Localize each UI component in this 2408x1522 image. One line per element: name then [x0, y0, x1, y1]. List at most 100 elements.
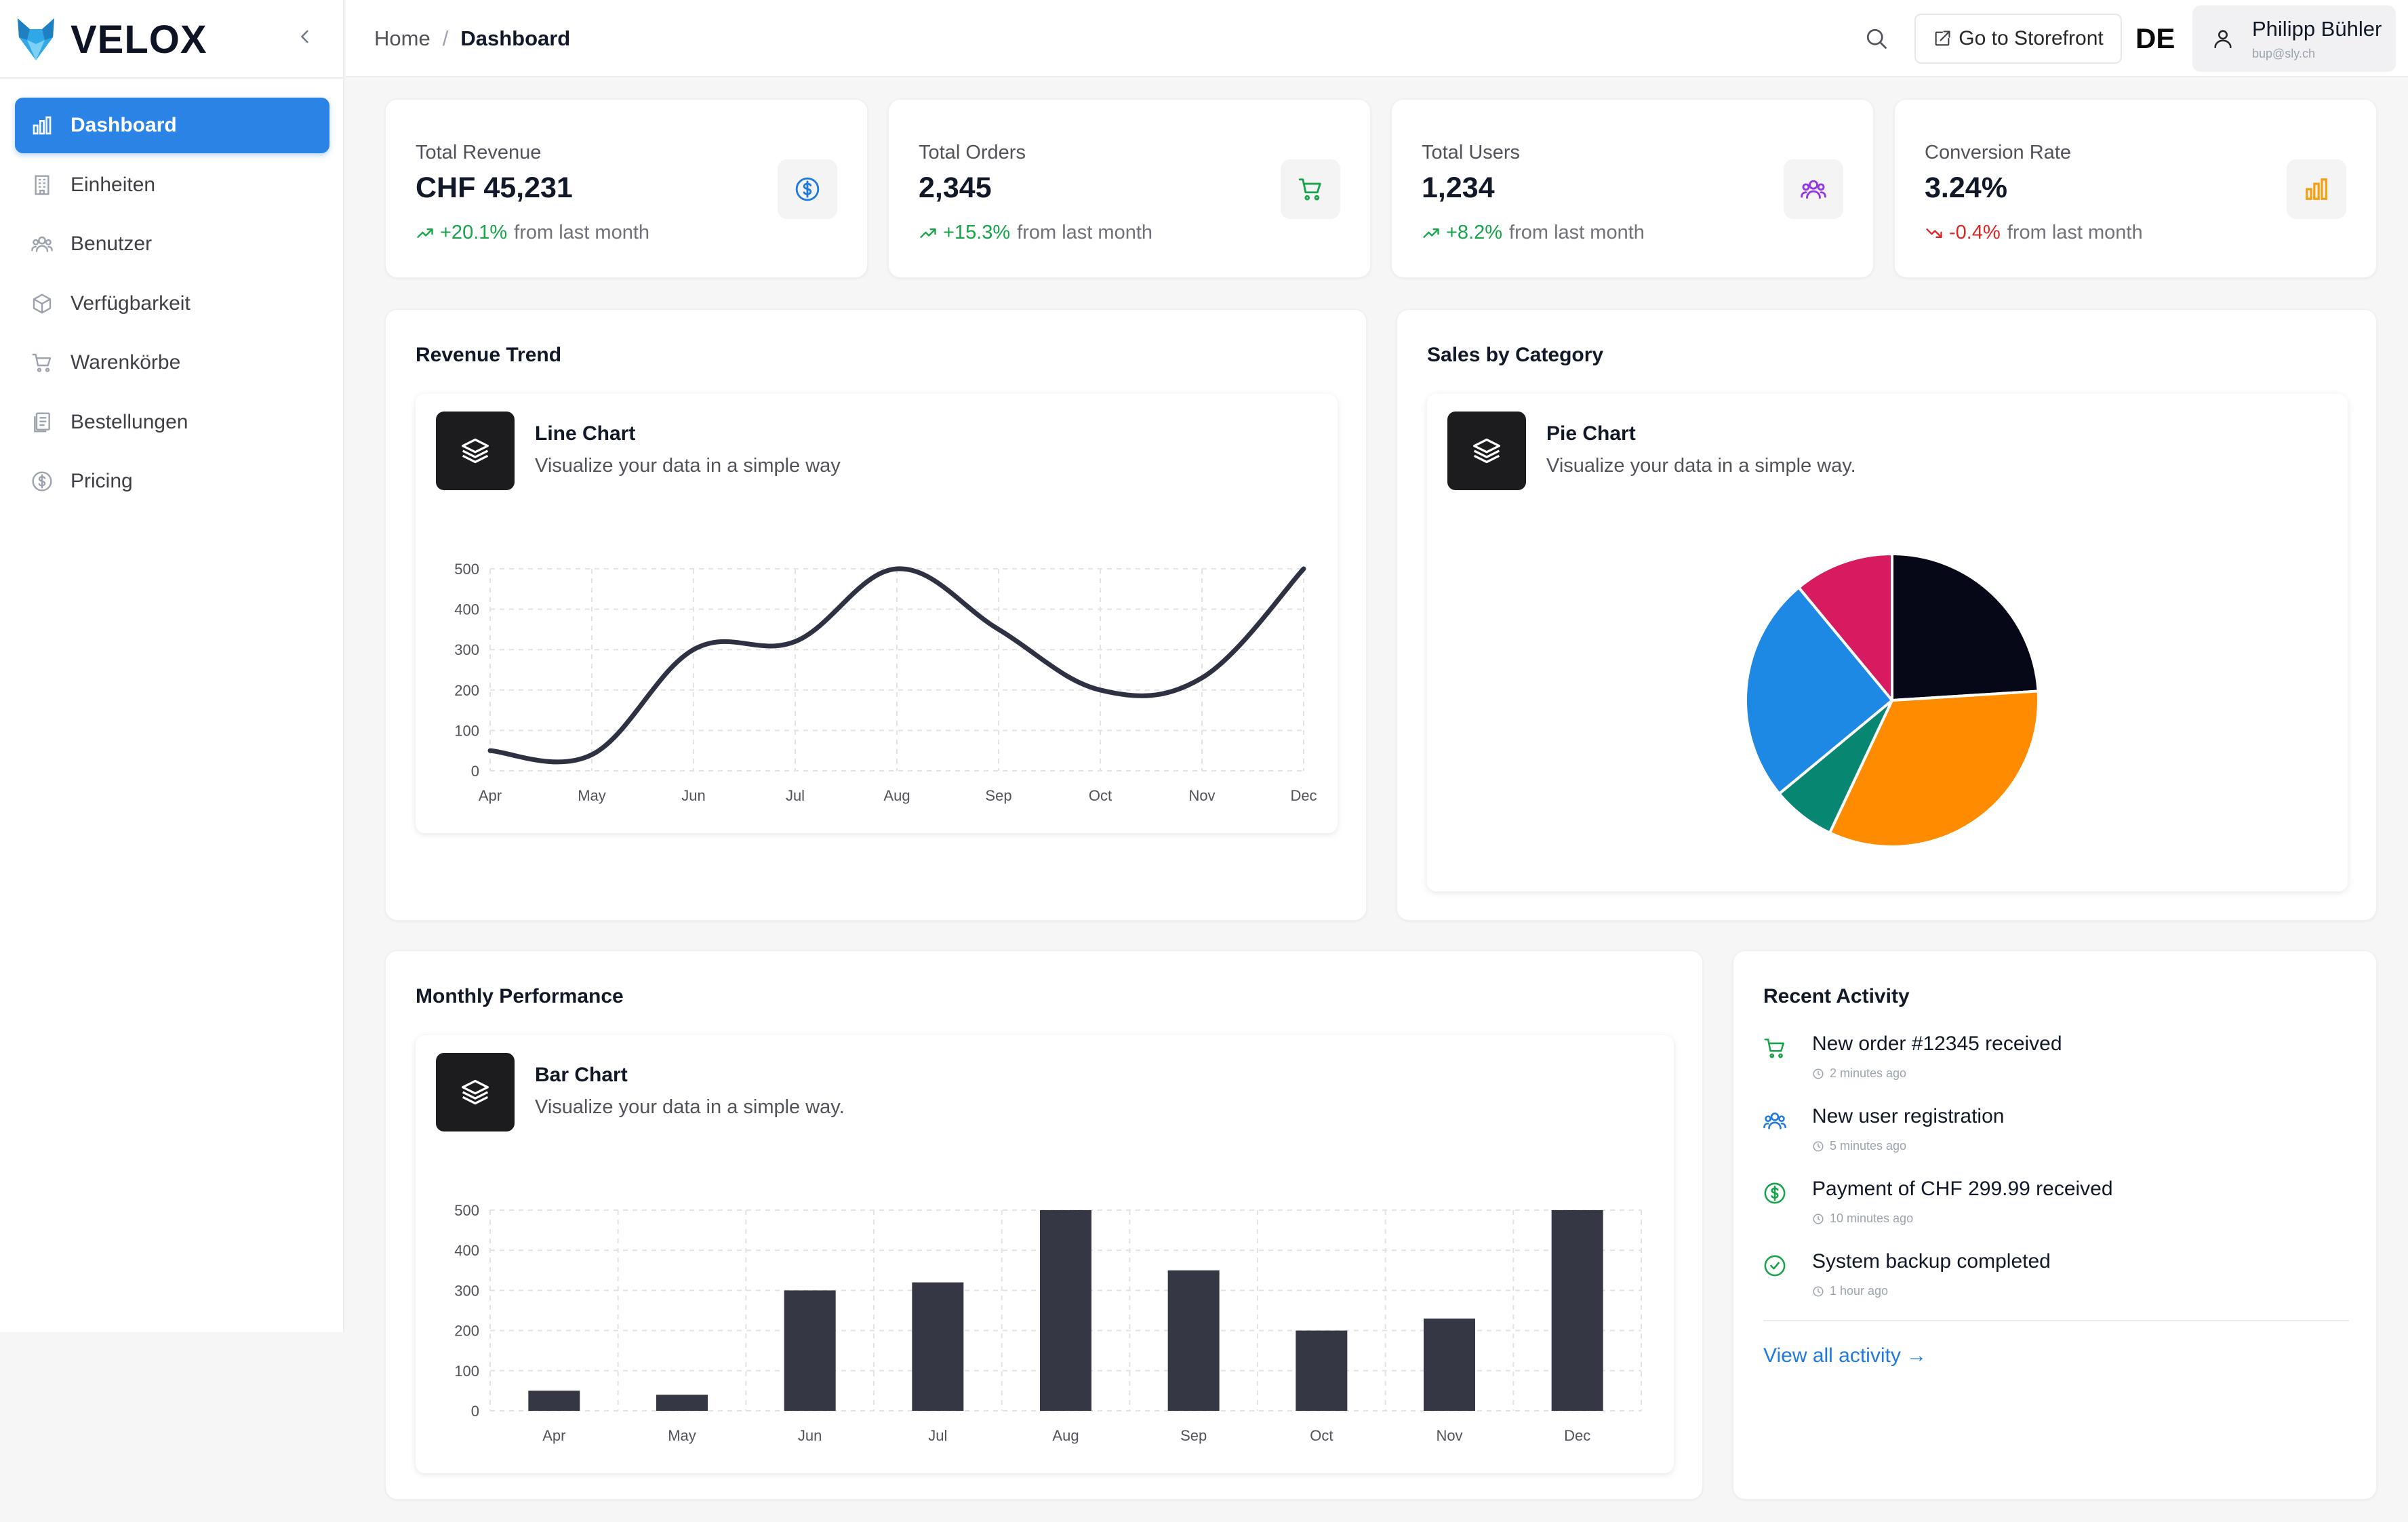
bar-chart: 0 100 200 300 400 500 Apr May Jun Jul Aug Sep Oct Nov…	[454, 1202, 1642, 1444]
y-tick-label: 500	[454, 561, 479, 578]
dollar-icon	[1764, 1182, 1786, 1204]
trending-down-icon	[1926, 228, 1942, 238]
monthly-performance-card: Monthly Performance Bar Chart Visualize …	[385, 950, 1703, 1500]
card-title: Recent Activity	[1763, 985, 1910, 1007]
search-button[interactable]	[1862, 24, 1891, 54]
users-icon	[1801, 180, 1826, 199]
sidebar-item-warenkoerbe[interactable]: Warenkörbe	[15, 335, 329, 390]
user-info: Philipp Bühler bup@sly.ch	[2252, 17, 2382, 61]
x-tick-label: May	[578, 787, 606, 804]
activity-item[interactable]: System backup completed 1 hour ago	[1763, 1249, 2349, 1321]
activity-item[interactable]: New order #12345 received 2 minutes ago	[1763, 1031, 2349, 1104]
pie-slice-5	[1797, 553, 1893, 702]
users-icon	[31, 236, 53, 252]
x-tick-label: Oct	[1310, 1427, 1333, 1444]
pie-slice-1	[1891, 553, 2040, 702]
user-menu-button[interactable]: Philipp Bühler bup@sly.ch	[2192, 5, 2396, 72]
sidebar-item-dashboard[interactable]: Dashboard	[15, 98, 329, 153]
activity-item[interactable]: New user registration 5 minutes ago	[1763, 1104, 2349, 1176]
orders-icon	[34, 412, 50, 433]
cart-icon	[1764, 1038, 1785, 1058]
stat-value: 1,234	[1422, 172, 1495, 204]
bar-chart-icon	[33, 116, 52, 135]
x-tick-label: Jul	[786, 787, 805, 804]
sidebar-item-label: Pricing	[71, 470, 133, 492]
bar-aug	[1040, 1210, 1091, 1411]
bar-jul	[912, 1282, 964, 1411]
layers-icon	[462, 438, 489, 464]
sidebar-item-verfuegbarkeit[interactable]: Verfügbarkeit	[15, 276, 329, 332]
trending-up-icon	[417, 228, 433, 238]
sidebar-item-label: Einheiten	[71, 173, 156, 196]
topbar: Home / Dashboard Go to Storefront DE Phi…	[346, 0, 2408, 77]
sidebar-item-label: Dashboard	[71, 114, 177, 136]
collapse-sidebar-button[interactable]	[292, 23, 319, 50]
stat-change: -0.4% from last month	[1925, 222, 2143, 244]
stat-icon-box	[2287, 159, 2346, 219]
go-to-storefront-button[interactable]: Go to Storefront	[1914, 14, 2122, 64]
stat-card-total-revenue: Total Revenue CHF 45,231 +20.1% from las…	[385, 99, 868, 278]
revenue-line-series	[487, 566, 1306, 765]
stat-change-suffix: from last month	[1017, 222, 1153, 243]
user-icon	[2214, 30, 2232, 49]
stat-title: Conversion Rate	[1925, 142, 2071, 163]
bar-apr	[528, 1390, 580, 1411]
stat-change-value: +20.1%	[440, 222, 508, 243]
fox-logo-icon	[18, 18, 54, 60]
dollar-icon	[795, 177, 820, 201]
sales-by-category-card: Sales by Category Pie Chart Visualize yo…	[1397, 309, 2377, 921]
x-tick-label: Nov	[1188, 787, 1215, 804]
check-circle-icon	[1764, 1255, 1786, 1277]
language-switcher[interactable]: DE	[2135, 22, 2175, 54]
activity-list: New order #12345 received 2 minutes ago …	[1763, 1031, 2349, 1321]
bar-nov	[1424, 1318, 1475, 1411]
activity-item[interactable]: Payment of CHF 299.99 received 10 minute…	[1763, 1176, 2349, 1249]
activity-time-label: 10 minutes ago	[1830, 1211, 1914, 1225]
search-icon	[1866, 28, 1887, 49]
stat-icon-box	[778, 159, 837, 219]
sidebar-item-pricing[interactable]: Pricing	[15, 454, 329, 509]
chart-title: Bar Chart	[535, 1064, 628, 1086]
y-tick-label: 200	[454, 1323, 479, 1340]
y-tick-label: 0	[471, 763, 479, 780]
package-icon	[33, 293, 52, 314]
pie-slice-4	[1744, 586, 1893, 795]
sidebar-item-bestellungen[interactable]: Bestellungen	[15, 395, 329, 450]
storefront-label: Go to Storefront	[1959, 27, 2104, 49]
stat-title: Total Users	[1422, 142, 1521, 163]
clock-icon	[1813, 1286, 1824, 1296]
bar-dec	[1551, 1210, 1603, 1411]
sidebar-item-einheiten[interactable]: Einheiten	[15, 157, 329, 213]
chart-header: Pie Chart Visualize your data in a simpl…	[1447, 412, 1856, 490]
users-icon	[1763, 1113, 1786, 1129]
activity-time-label: 1 hour ago	[1830, 1284, 1889, 1298]
stat-value: CHF 45,231	[416, 172, 573, 204]
recent-activity-card: Recent Activity New order #12345 receive…	[1733, 950, 2377, 1500]
sidebar-divider	[0, 77, 343, 79]
activity-text: New user registration	[1812, 1105, 2005, 1127]
pie-slice-2	[1828, 689, 2040, 848]
chart-title: Line Chart	[535, 422, 636, 445]
sidebar-item-benutzer[interactable]: Benutzer	[15, 216, 329, 272]
view-all-activity-link[interactable]: View all activity →	[1763, 1344, 1927, 1367]
brand[interactable]: VELOX	[16, 12, 207, 66]
y-tick-label: 400	[454, 601, 479, 618]
stat-change: +15.3% from last month	[919, 222, 1152, 244]
stat-value: 3.24%	[1925, 172, 2007, 204]
chart-header: Line Chart Visualize your data in a simp…	[436, 412, 841, 490]
x-tick-label: Aug	[1052, 1427, 1079, 1444]
activity-text: New order #12345 received	[1812, 1033, 2062, 1055]
y-tick-label: 300	[454, 641, 479, 658]
x-tick-label: Dec	[1290, 787, 1317, 804]
sidebar-item-label: Warenkörbe	[71, 351, 181, 374]
stat-change: +20.1% from last month	[416, 222, 649, 244]
activity-time: 5 minutes ago	[1812, 1139, 1906, 1153]
bar-chart-panel: Bar Chart Visualize your data in a simpl…	[416, 1035, 1674, 1473]
trending-up-icon	[1423, 228, 1439, 238]
stat-change-value: +8.2%	[1446, 222, 1503, 243]
activity-time: 2 minutes ago	[1812, 1066, 1906, 1081]
line-chart-panel: Line Chart Visualize your data in a simp…	[416, 394, 1338, 833]
stat-change-suffix: from last month	[1509, 222, 1645, 243]
breadcrumb-home-link[interactable]: Home	[374, 26, 430, 50]
sidebar-item-label: Verfügbarkeit	[71, 292, 190, 315]
